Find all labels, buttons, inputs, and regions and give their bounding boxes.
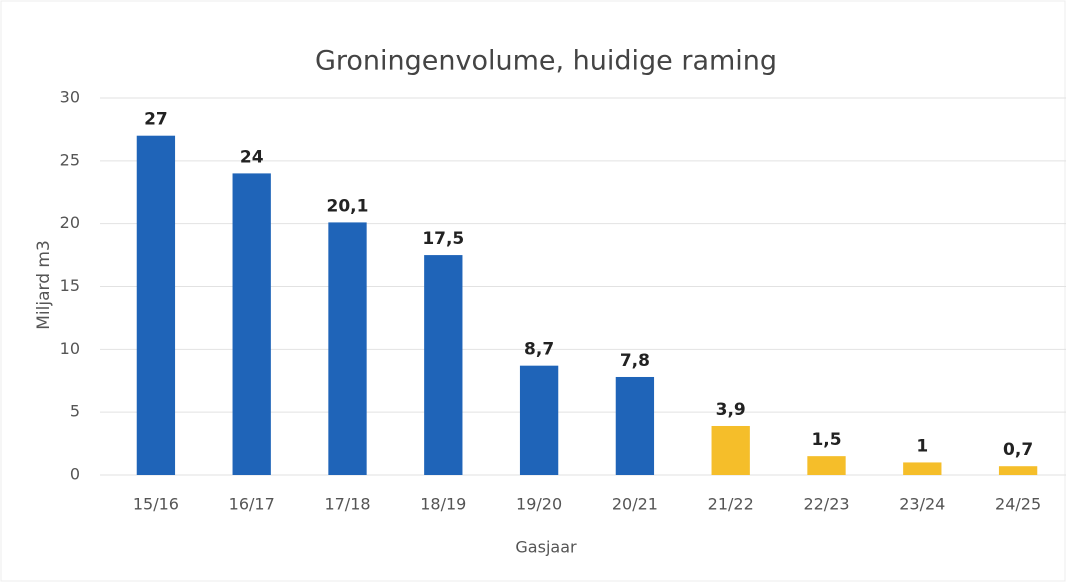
x-tick-label: 18/19: [420, 495, 466, 514]
bar: [998, 466, 1038, 475]
chart-title: Groningenvolume, huidige raming: [315, 46, 777, 77]
y-axis-label: Miljard m3: [34, 240, 54, 330]
bar: [807, 456, 846, 475]
value-label: 8,7: [524, 340, 554, 360]
x-tick-label: 24/25: [995, 495, 1041, 514]
value-label: 27: [144, 110, 168, 130]
x-tick-label: 16/17: [229, 495, 275, 514]
bar: [424, 255, 463, 475]
y-tick-label: 5: [70, 402, 80, 421]
bar: [615, 376, 655, 475]
y-tick-label: 30: [60, 88, 80, 107]
y-tick-label: 0: [70, 465, 80, 484]
value-label: 24: [240, 147, 264, 167]
y-tick-label: 10: [60, 339, 80, 358]
value-label: 0,7: [1003, 440, 1033, 460]
value-label: 1,5: [811, 430, 841, 450]
y-tick-label: 25: [60, 150, 80, 169]
x-tick-label: 23/24: [899, 495, 945, 514]
value-label: 17,5: [422, 229, 464, 249]
x-tick-label: 22/23: [803, 495, 849, 514]
x-tick-label: 21/22: [708, 495, 754, 514]
y-tick-label: 20: [60, 213, 80, 232]
value-label: 20,1: [327, 196, 369, 216]
value-label: 1: [916, 436, 928, 456]
bar: [519, 365, 559, 475]
bar: [328, 222, 367, 475]
x-axis-label: Gasjaar: [515, 538, 577, 557]
x-tick-label: 19/20: [516, 495, 562, 514]
bar: [711, 425, 750, 475]
x-tick-label: 17/18: [324, 495, 370, 514]
y-tick-label: 15: [60, 276, 80, 295]
bar: [903, 462, 942, 475]
value-label: 7,8: [620, 351, 650, 371]
value-label: 3,9: [716, 400, 746, 420]
x-tick-label: 20/21: [612, 495, 658, 514]
bar: [232, 173, 271, 475]
x-tick-label: 15/16: [133, 495, 179, 514]
bar: [136, 135, 176, 475]
